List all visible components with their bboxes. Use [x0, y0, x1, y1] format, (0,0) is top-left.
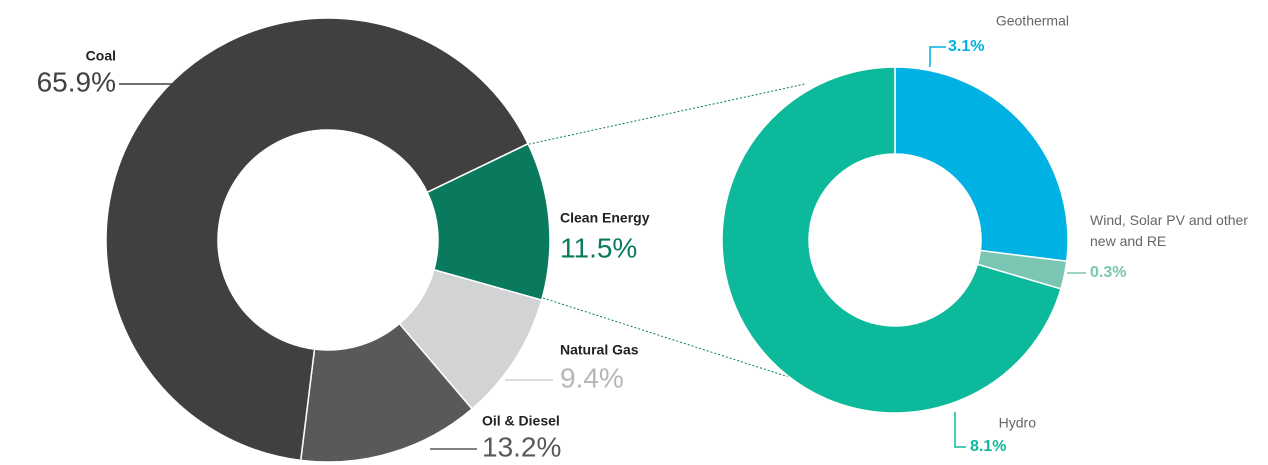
pie-slice [721, 66, 1062, 414]
value-label: 13.2% [482, 431, 561, 462]
value-label: 65.9% [37, 66, 116, 97]
value-label: 9.4% [560, 362, 624, 393]
category-label: Clean Energy [560, 210, 650, 226]
label-box: Wind, Solar PV and other new and RE [1090, 212, 1248, 249]
leader-line [954, 412, 966, 448]
value-label: 8.1% [970, 438, 1006, 455]
connector [542, 297, 793, 379]
value-label: 0.3% [1090, 264, 1126, 281]
value-label: 3.1% [948, 38, 984, 55]
value-label: 11.5% [560, 232, 637, 263]
category-label: Natural Gas [560, 342, 639, 358]
pie-slice [105, 17, 530, 462]
category-label: Geothermal [996, 13, 1069, 29]
pie-slice [894, 66, 1069, 263]
category-label: Oil & Diesel [482, 413, 560, 429]
category-label: Wind, Solar PV and other new and RE [1090, 212, 1248, 249]
category-label: Coal [86, 48, 116, 64]
leader-line [929, 46, 946, 67]
category-label: Hydro [999, 415, 1037, 431]
